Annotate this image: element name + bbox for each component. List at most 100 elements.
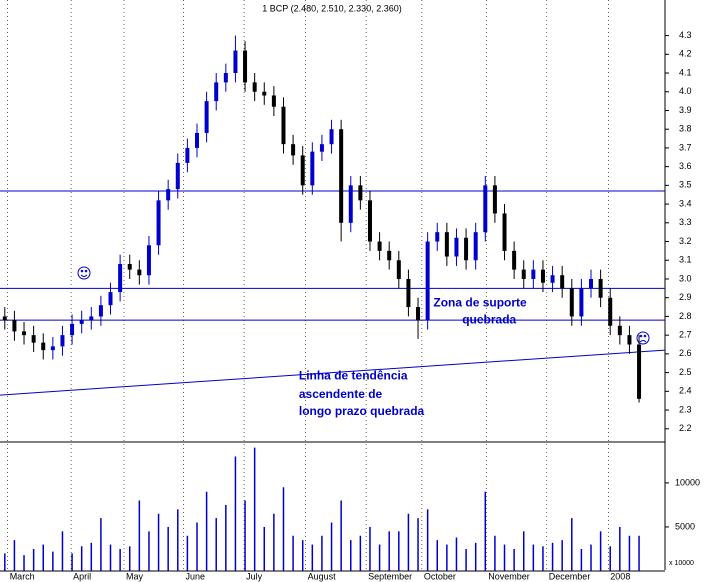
annotation: longo prazo quebrada	[299, 404, 425, 418]
y-tick-label: 4.0	[679, 86, 692, 96]
candle-body	[31, 335, 36, 343]
candle-body	[339, 129, 344, 223]
x-tick-label: October	[424, 571, 456, 581]
x-tick-label: August	[308, 571, 337, 581]
x-tick-label: May	[126, 571, 144, 581]
candle-body	[89, 316, 94, 321]
candle-body	[79, 320, 84, 324]
y-tick-label: 3.4	[679, 198, 692, 208]
candle-body	[473, 232, 478, 261]
volume-tick-label: 10000	[675, 477, 700, 487]
candle-body	[262, 91, 267, 96]
candle-body	[118, 264, 123, 293]
y-tick-label: 2.8	[679, 311, 692, 321]
annotation: Linha de tendência	[299, 369, 408, 383]
candle-body	[608, 297, 613, 326]
y-tick-label: 2.4	[679, 386, 692, 396]
candle-body	[464, 237, 469, 261]
candle-body	[319, 144, 324, 152]
candle-body	[377, 241, 382, 251]
candle-body	[367, 200, 372, 242]
y-tick-label: 3.6	[679, 161, 692, 171]
candle-body	[243, 50, 248, 83]
candle-body	[281, 106, 286, 145]
candle-body	[185, 147, 190, 163]
candle-body	[252, 82, 257, 92]
candle-body	[540, 269, 545, 283]
candle-body	[406, 278, 411, 308]
y-tick-label: 2.6	[679, 348, 692, 358]
candle-body	[444, 232, 449, 257]
candle-body	[310, 151, 315, 186]
x-tick-label: September	[368, 571, 412, 581]
frown	[636, 331, 650, 345]
candle-body	[598, 278, 603, 298]
chart-title: 1 BCP (2.480, 2.510, 2.330, 2.360)	[262, 3, 401, 13]
y-tick-label: 2.7	[679, 330, 692, 340]
y-tick-label: 3.1	[679, 255, 692, 265]
candle-body	[291, 144, 296, 156]
candle-body	[146, 245, 151, 276]
smiley	[77, 266, 91, 280]
y-tick-label: 4.1	[679, 67, 692, 77]
candle-body	[387, 250, 392, 261]
candle-body	[108, 292, 113, 306]
x-tick-label: November	[488, 571, 530, 581]
candle-body	[223, 73, 228, 83]
candle-body	[579, 288, 584, 317]
trend-line	[0, 349, 666, 396]
candle-body	[300, 155, 305, 186]
y-tick-label: 3.5	[679, 180, 692, 190]
volume-tick-label: 5000	[675, 521, 695, 531]
candle-body	[521, 269, 526, 279]
candle-body	[98, 305, 103, 317]
candle-body	[60, 335, 65, 347]
y-tick-label: 3.3	[679, 217, 692, 227]
candle-body	[22, 331, 27, 336]
y-tick-label: 4.2	[679, 49, 692, 59]
y-tick-label: 2.5	[679, 367, 692, 377]
candle-body	[2, 316, 7, 321]
candle-body	[271, 95, 276, 107]
candle-body	[329, 129, 334, 145]
y-tick-label: 3.9	[679, 105, 692, 115]
x-tick-label: 2008	[610, 571, 630, 581]
candle-body	[454, 237, 459, 257]
candle-body	[127, 264, 132, 270]
candle-body	[502, 213, 507, 251]
candle-body	[50, 346, 55, 351]
candle-body	[617, 325, 622, 336]
candle-body	[204, 101, 209, 133]
candle-body	[396, 260, 401, 279]
x-tick-label: December	[549, 571, 591, 581]
candle-body	[166, 189, 171, 201]
x-tick-label: June	[186, 571, 206, 581]
candle-body	[358, 185, 363, 201]
candle-body	[483, 185, 488, 233]
candle-body	[569, 288, 574, 317]
candle-body	[589, 278, 594, 289]
candle-body	[233, 50, 238, 74]
y-tick-label: 3.2	[679, 236, 692, 246]
candle-body	[416, 307, 421, 321]
candle-body	[156, 200, 161, 246]
candle-body	[70, 323, 75, 336]
candle-body	[348, 185, 353, 223]
candle-body	[627, 335, 632, 345]
candle-body	[12, 320, 17, 332]
annotation: Zona de suporte	[433, 295, 527, 309]
candle-body	[425, 241, 430, 321]
candle-body	[531, 269, 536, 279]
candle-body	[492, 185, 497, 214]
candle-body	[435, 232, 440, 242]
x-tick-label: July	[246, 571, 263, 581]
annotation: quebrada	[462, 312, 516, 326]
candle-body	[637, 344, 642, 399]
y-tick-label: 3.8	[679, 124, 692, 134]
candle-body	[137, 269, 142, 276]
y-tick-label: 4.3	[679, 30, 692, 40]
volume-unit: x 10000	[669, 560, 694, 567]
